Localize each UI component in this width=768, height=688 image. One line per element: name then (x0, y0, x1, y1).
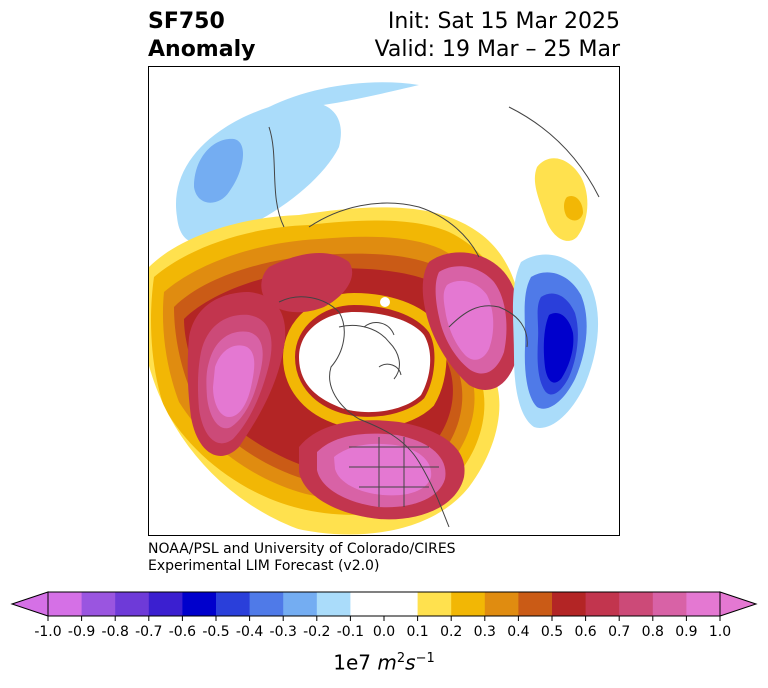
colorbar-segment (115, 592, 150, 616)
north-band-positive (261, 252, 353, 313)
colorbar: -1.0 -0.9 -0.8 -0.7 -0.6 -0.5 -0.4 -0.3 -0.2 -0.1… (10, 591, 758, 640)
colorbar-segment (249, 592, 284, 616)
coastline-asia (308, 202, 480, 258)
colorbar-tick-label: -1.0 (34, 624, 61, 640)
us-state-grid (349, 437, 439, 507)
colorbar-tick-label: -0.5 (202, 624, 229, 640)
colorbar-tick-label: 0.7 (608, 624, 630, 640)
eastna-positive-core (334, 443, 432, 496)
colorbar-tick-label: 0.5 (541, 624, 563, 640)
colorbar-tick-label: -0.2 (303, 624, 330, 640)
date-block: Init: Sat 15 Mar 2025 Valid: 19 Mar – 25… (375, 8, 620, 64)
colorbar-segment (484, 592, 519, 616)
polar-map (149, 82, 600, 535)
anomaly-title: Anomaly (148, 37, 256, 62)
coastline-south-asia (508, 106, 600, 198)
colorbar-tick-label: 0.1 (406, 624, 428, 640)
coastline-north-america (278, 296, 450, 528)
unit-s: s (405, 650, 416, 675)
arctic-negative-band (269, 82, 419, 107)
colorbar-segment (518, 592, 553, 616)
coastline-canada (338, 324, 400, 380)
colorbar-segment (148, 592, 183, 616)
colorbar-tick-label: -0.9 (68, 624, 95, 640)
colorbar-segment (686, 592, 721, 616)
title-block: SF750 Anomaly (148, 8, 255, 64)
colorbar-tick-label: 0.9 (675, 624, 697, 640)
coastline-arctic-islands (363, 322, 402, 376)
colorbar-segment (48, 592, 83, 616)
unit-m: m (377, 650, 397, 675)
coastline-europe (448, 305, 528, 348)
pole-ring-yellow (282, 292, 447, 429)
colorbar-segment (652, 592, 687, 616)
mideast-negative-core (543, 313, 574, 383)
colorbar-tick-label: 0.6 (574, 624, 596, 640)
colorbar-tick-label: 0.0 (373, 624, 395, 640)
pole-neutral-region (299, 312, 431, 413)
colorbar-tick-label: 0.3 (474, 624, 496, 640)
colorbar-segment (81, 592, 116, 616)
map-panel (148, 66, 620, 536)
colorbar-tick-label: -0.8 (102, 624, 129, 640)
colorbar-low-extend (10, 591, 49, 617)
colorbar-tick-label: 0.8 (642, 624, 664, 640)
asia-positive-1 (534, 158, 588, 241)
colorbar-ticks: -1.0 -0.9 -0.8 -0.7 -0.6 -0.5 -0.4 -0.3 -0.2 -0.1… (34, 616, 731, 640)
colorbar-tick-label: -0.6 (169, 624, 196, 640)
asia-positive-core (564, 195, 583, 221)
north-pole-marker (380, 297, 390, 307)
colorbar-tick-label: -0.7 (135, 624, 162, 640)
coastline-east-asia (268, 126, 285, 228)
atlantic-negative-core (194, 138, 244, 203)
colorbar-segment (350, 592, 385, 616)
coastlines (268, 106, 600, 528)
colorbar-tick-label: -0.4 (236, 624, 263, 640)
siberia-positive-core (443, 280, 494, 360)
credit-line-2: Experimental LIM Forecast (v2.0) (148, 558, 380, 574)
colorbar-unit-label: 1e7 m2s−1 (0, 646, 768, 676)
colorbar-tick-label: -0.1 (337, 624, 364, 640)
colorbar-tick-label: -0.3 (270, 624, 297, 640)
credit-line-1: NOAA/PSL and University of Colorado/CIRE… (148, 541, 456, 557)
colorbar-segment (216, 592, 251, 616)
colorbar-segment (417, 592, 452, 616)
colorbar-segment (552, 592, 587, 616)
colorbar-tick-label: 0.4 (507, 624, 529, 640)
variable-title: SF750 (148, 9, 225, 34)
credit-block: NOAA/PSL and University of Colorado/CIRE… (148, 541, 456, 575)
unit-m-exponent: 2 (396, 651, 406, 666)
colorbar-segment (283, 592, 318, 616)
pacific-positive-core (213, 345, 255, 417)
colorbar-segments (48, 592, 721, 616)
colorbar-segment (451, 592, 486, 616)
valid-date: Valid: 19 Mar – 25 Mar (374, 37, 620, 62)
colorbar-segment (384, 592, 419, 616)
unit-s-exponent: −1 (415, 651, 435, 666)
colorbar-segment (182, 592, 217, 616)
colorbar-segment (585, 592, 620, 616)
colorbar-high-extend (719, 591, 758, 617)
init-date: Init: Sat 15 Mar 2025 (387, 9, 620, 34)
unit-prefix: 1e7 (333, 650, 372, 675)
colorbar-tick-label: 1.0 (709, 624, 731, 640)
atlantic-negative-anomaly (175, 101, 341, 244)
colorbar-segment (316, 592, 351, 616)
colorbar-tick-label: 0.2 (440, 624, 462, 640)
colorbar-segment (619, 592, 654, 616)
anomaly-field (149, 82, 600, 535)
